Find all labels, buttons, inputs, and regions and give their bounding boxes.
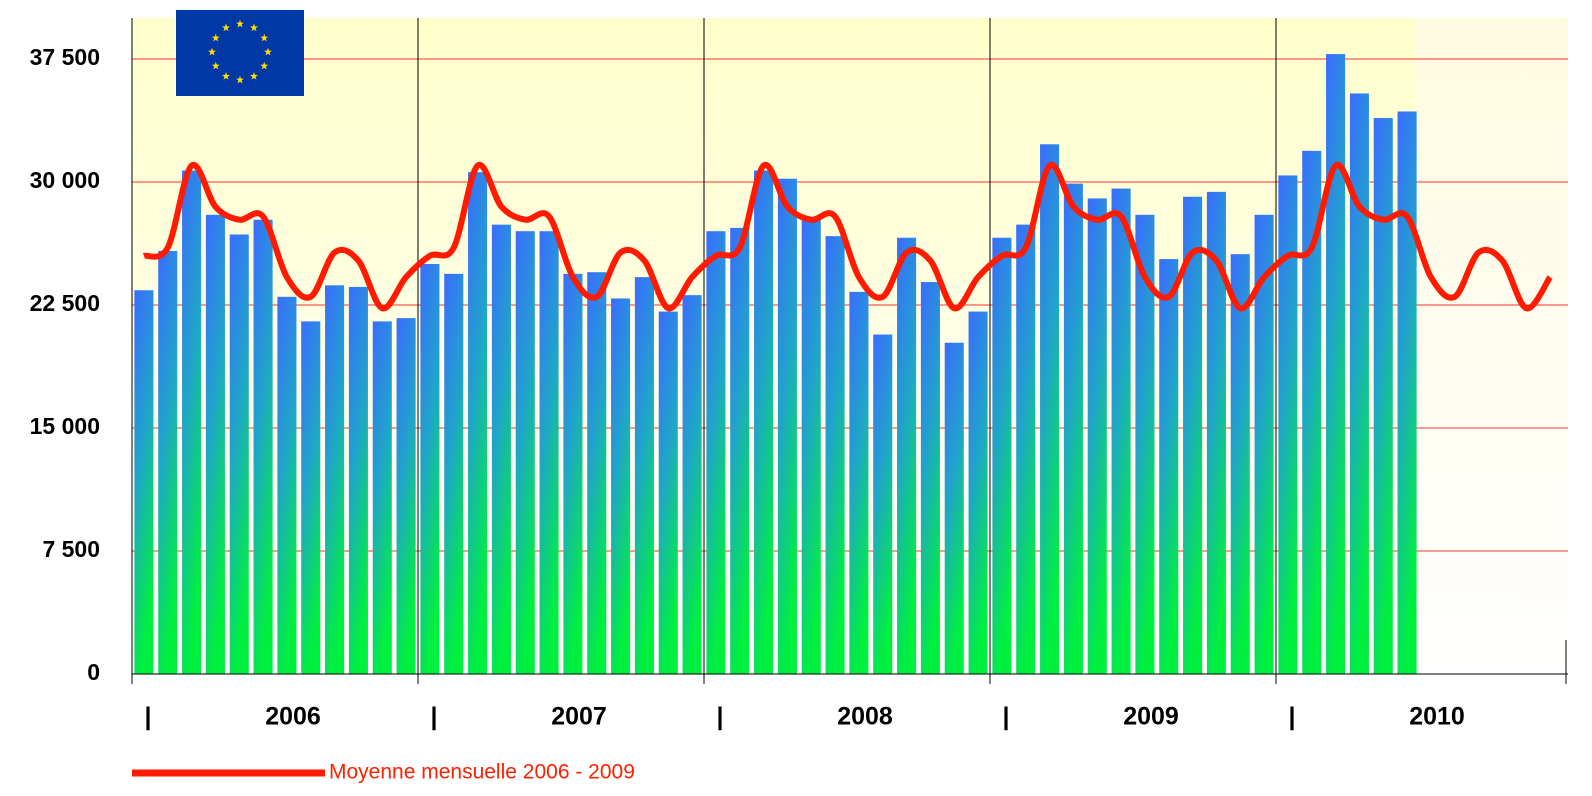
year-label: 2008: [837, 703, 893, 731]
bar: [182, 170, 202, 674]
year-separator: |: [717, 703, 724, 731]
flag-star: [250, 23, 258, 32]
bar: [873, 334, 893, 674]
bar: [1040, 144, 1060, 674]
bar: [944, 342, 964, 674]
bar: [1397, 111, 1417, 675]
flag-star: [222, 23, 230, 32]
bar: [1016, 224, 1036, 674]
bar: [205, 214, 225, 675]
bar: [301, 321, 321, 674]
year-separator: |: [145, 703, 152, 731]
bar: [1206, 191, 1226, 674]
flag-star: [208, 47, 216, 56]
bar: [611, 298, 631, 674]
y-tick-label: 37 500: [30, 44, 100, 70]
bar: [682, 295, 702, 674]
year-label: 2010: [1409, 703, 1465, 731]
bar: [229, 234, 249, 675]
eu-flag: [176, 10, 304, 96]
bar: [1349, 93, 1369, 674]
bar: [1159, 259, 1179, 674]
bar: [396, 318, 416, 674]
bar: [1087, 198, 1107, 674]
y-tick-label: 22 500: [30, 290, 100, 316]
bar: [1373, 118, 1393, 675]
bar: [1326, 54, 1346, 674]
bar: [587, 272, 607, 674]
year-label: 2009: [1123, 703, 1179, 731]
flag-star: [260, 33, 269, 42]
bar: [777, 178, 797, 674]
bar: [468, 172, 488, 674]
year-separator: |: [1003, 703, 1010, 731]
bar: [1111, 188, 1131, 674]
bar: [634, 277, 654, 674]
year-label: 2006: [265, 703, 321, 731]
bar: [992, 237, 1012, 674]
y-tick-label: 15 000: [30, 413, 100, 439]
y-tick-label: 7 500: [42, 536, 100, 562]
bar: [253, 219, 273, 674]
bar: [920, 282, 940, 674]
bar: [1254, 214, 1274, 675]
flag-star: [264, 47, 272, 56]
flag-star: [211, 61, 220, 70]
flag-star: [236, 75, 244, 84]
bar: [539, 231, 559, 674]
bar: [1183, 196, 1203, 674]
bar: [754, 170, 774, 674]
bar: [1278, 175, 1298, 674]
bar: [1230, 254, 1250, 674]
bar: [849, 291, 869, 674]
bar: [134, 290, 154, 674]
flag-star: [211, 33, 220, 42]
y-tick-label: 30 000: [30, 167, 100, 193]
bar: [348, 286, 368, 674]
bar: [730, 227, 750, 675]
year-separator: |: [1289, 703, 1296, 731]
bar: [1302, 150, 1322, 675]
bar: [1135, 214, 1155, 675]
average-line: [142, 162, 1553, 312]
flag-star: [222, 72, 230, 80]
bar: [372, 321, 392, 674]
flag-star: [260, 61, 269, 70]
bar: [325, 285, 345, 674]
bar: [491, 224, 511, 674]
bar: [801, 219, 821, 674]
bar: [658, 311, 678, 674]
bar: [706, 231, 726, 674]
flag-star: [236, 19, 244, 28]
bar: [515, 231, 535, 674]
legend-label: Moyenne mensuelle 2006 - 2009: [329, 761, 635, 784]
bar: [277, 296, 297, 674]
bar: [563, 273, 583, 674]
y-tick-label: 0: [87, 659, 100, 685]
year-separator: |: [431, 703, 438, 731]
bar: [968, 311, 988, 674]
plot-area: [1415, 18, 1568, 674]
flag-star: [250, 72, 258, 80]
bar: [825, 236, 845, 674]
bar: [444, 273, 464, 674]
bar: [158, 250, 178, 674]
bar: [1063, 183, 1083, 674]
bar: [897, 237, 917, 674]
bar: [420, 264, 440, 674]
year-label: 2007: [551, 703, 607, 731]
